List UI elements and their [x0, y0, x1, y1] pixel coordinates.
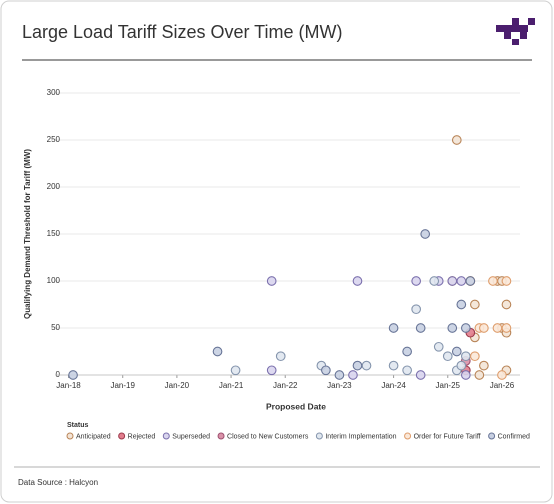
point [460, 351, 471, 362]
y-tick-label: 100 [47, 276, 61, 285]
chart-title: Large Load Tariff Sizes Over Time (MW) [22, 22, 342, 42]
legend-label: Closed to New Customers [227, 433, 309, 440]
point [456, 276, 467, 286]
x-tick-label: Jan-22 [273, 381, 298, 390]
point [334, 370, 345, 380]
legend-marker [315, 432, 323, 440]
point [230, 365, 241, 376]
point [415, 370, 426, 380]
legend-label: Superseded [172, 433, 210, 440]
y-axis-title: Qualifying Demand Threshold for Tariff (… [23, 149, 32, 319]
point [348, 370, 358, 380]
legend-label: Rejected [128, 433, 156, 440]
legend-title: Status [67, 422, 89, 429]
point [212, 346, 223, 357]
point [266, 365, 277, 376]
x-tick-label: Jan-19 [110, 381, 135, 390]
source: Data Source : Halcyon [18, 478, 98, 487]
legend-marker [488, 432, 496, 440]
legend-label: Interim Implementation [325, 433, 396, 440]
x-tick-label: Jan-24 [381, 381, 406, 390]
point [465, 276, 476, 286]
point [479, 360, 489, 371]
legend-marker [66, 432, 74, 440]
point [501, 276, 512, 286]
point [447, 323, 458, 333]
x-tick-label: Jan-23 [327, 381, 352, 390]
y-tick-label: 300 [47, 88, 61, 97]
point [411, 304, 422, 315]
y-tick-label: 250 [47, 135, 61, 144]
legend-marker [217, 432, 225, 440]
point [479, 323, 489, 333]
point [352, 276, 363, 286]
legend-marker [118, 432, 126, 440]
point [492, 323, 503, 333]
point [433, 341, 444, 352]
x-axis-title: Proposed Date [266, 401, 326, 411]
point [68, 370, 78, 380]
point [415, 323, 426, 333]
point [447, 276, 458, 286]
point [501, 299, 512, 310]
point [352, 360, 363, 371]
point [361, 360, 372, 371]
point [474, 370, 485, 380]
legend-label: Confirmed [498, 433, 530, 440]
point [497, 370, 507, 380]
point [266, 276, 277, 286]
point [388, 360, 399, 371]
logo [496, 18, 535, 45]
x-tick-label: Jan-21 [219, 381, 244, 390]
point [388, 323, 399, 333]
legend-label: Order for Future Tariff [414, 433, 481, 440]
x-tick-label: Jan-26 [490, 381, 515, 390]
point [501, 323, 512, 333]
point [470, 351, 480, 362]
x-tick-label: Jan-25 [436, 381, 461, 390]
y-tick-label: 200 [47, 182, 61, 191]
point [402, 365, 412, 376]
legend-marker [404, 432, 412, 440]
point [456, 360, 467, 371]
point [275, 351, 286, 362]
legend-marker [162, 432, 170, 440]
point [460, 323, 471, 333]
point [470, 299, 480, 310]
point [402, 346, 412, 357]
y-tick-label: 50 [51, 323, 60, 332]
point [451, 346, 462, 357]
point [420, 229, 431, 239]
point [411, 276, 422, 286]
point [321, 365, 331, 376]
point [460, 370, 471, 380]
x-tick-label: Jan-20 [165, 381, 190, 390]
point [429, 276, 440, 286]
y-tick-label: 150 [47, 229, 61, 238]
point [456, 299, 467, 310]
x-tick-label: Jan-18 [56, 381, 81, 390]
point [442, 351, 453, 362]
point [451, 135, 462, 145]
point [488, 276, 498, 286]
legend-label: Anticipated [76, 433, 111, 440]
